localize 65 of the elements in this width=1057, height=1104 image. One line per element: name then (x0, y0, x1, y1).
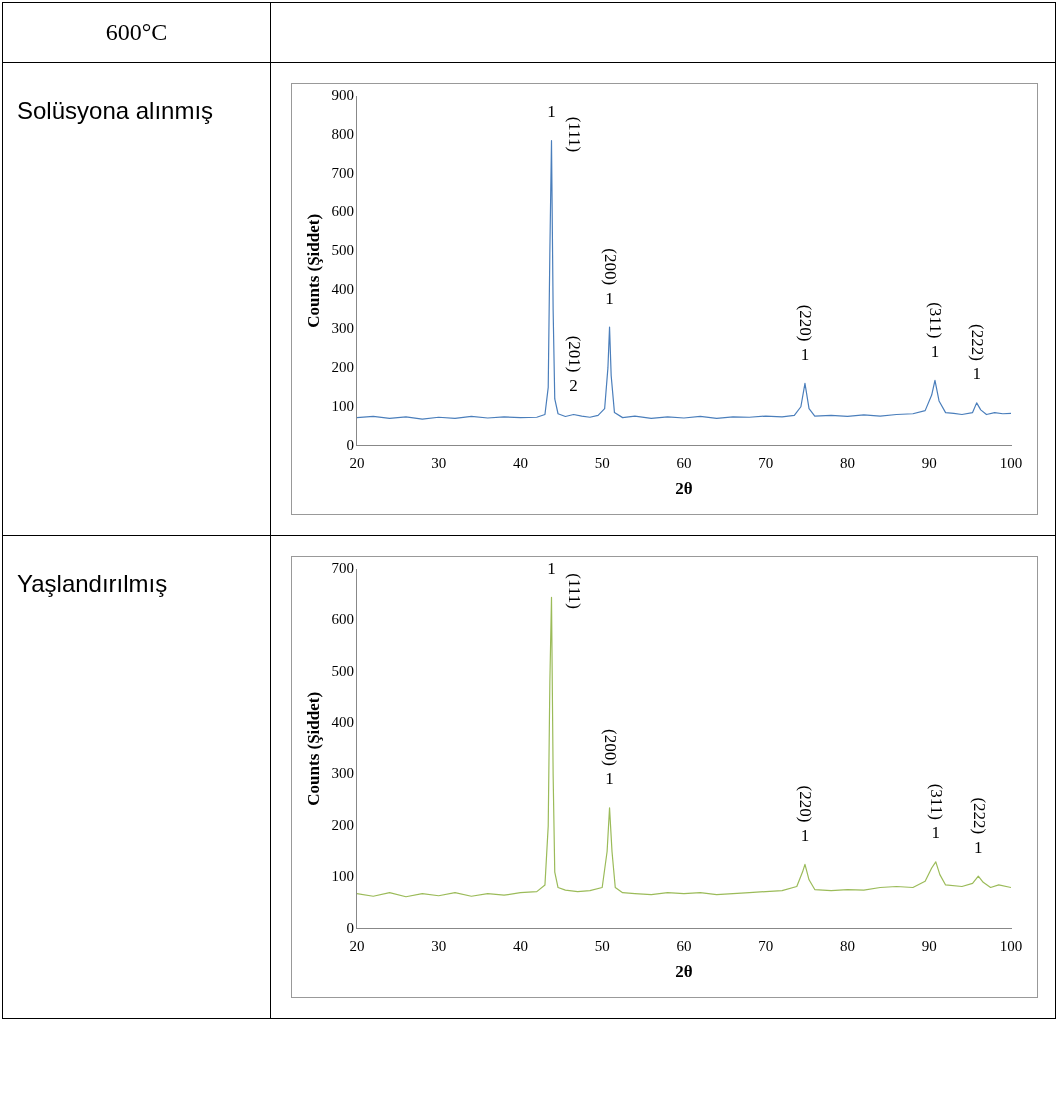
annotation: 1 (800, 825, 810, 845)
text: Yaşlandırılmış (3, 536, 271, 1019)
y-tick-label: 500 (331, 662, 354, 679)
y-tick-label: 800 (331, 125, 354, 142)
x-tick-label: 20 (349, 937, 365, 954)
x-tick-label: 50 (594, 937, 610, 954)
annotation: (222) (968, 324, 988, 361)
annotation: 1 (605, 769, 614, 789)
annotation: (201) (565, 335, 585, 373)
x-tick-label: 100 (999, 454, 1023, 471)
x-tick-label: 100 (999, 937, 1023, 954)
y-tick-label: 0 (346, 919, 354, 936)
y-tick-label: 300 (331, 765, 354, 782)
annotation: (200) (601, 729, 621, 766)
y-axis-title: Counts (Şiddet) (303, 213, 323, 328)
y-tick-label: 200 (331, 816, 354, 833)
x-tick-label: 30 (431, 454, 447, 471)
x-tick-label: 60 (676, 454, 692, 471)
annotation: (220) (796, 785, 816, 823)
y-tick-label: 600 (331, 203, 354, 220)
annotation: 1 (931, 823, 941, 843)
y-tick-label: 700 (331, 559, 354, 576)
x-tick-label: 40 (512, 937, 528, 954)
x-tick-label: 90 (921, 937, 937, 954)
text: Solüsyona alınmış (3, 63, 271, 536)
x-tick-label: 40 (512, 454, 528, 471)
annotation: (220) (796, 304, 816, 342)
y-tick-label: 500 (331, 242, 354, 259)
annotation: 1 (972, 364, 981, 384)
annotation: 1 (974, 837, 983, 857)
y-axis-title: Counts (Şiddet) (303, 691, 323, 806)
x-tick-label: 60 (676, 937, 692, 954)
x-tick-label: 30 (431, 937, 447, 954)
x-tick-label: 70 (758, 454, 774, 471)
text: 600°C (3, 3, 271, 63)
annotation: (311) (927, 783, 947, 820)
annotation: 1 (800, 344, 810, 364)
x-tick-label: 80 (839, 937, 855, 954)
x-tick-label: 70 (758, 937, 774, 954)
annotation: (111) (565, 573, 585, 609)
annotation: 2 (569, 375, 578, 395)
annotation: 1 (547, 102, 556, 122)
annotation: 1 (547, 558, 556, 578)
x-axis-title: 2θ (675, 479, 693, 499)
annotation: (311) (926, 302, 946, 339)
x-tick-label: 80 (839, 454, 855, 471)
x-tick-label: 50 (594, 454, 610, 471)
y-tick-label: 600 (331, 611, 354, 628)
annotation: (111) (565, 116, 585, 153)
x-tick-label: 90 (921, 454, 937, 471)
y-tick-label: 0 (346, 436, 354, 453)
y-tick-label: 100 (331, 397, 354, 414)
annotation: (222) (969, 797, 989, 835)
y-tick-label: 400 (331, 281, 354, 298)
y-tick-label: 400 (331, 714, 354, 731)
y-tick-label: 700 (331, 164, 354, 181)
y-tick-label: 100 (331, 868, 354, 885)
x-tick-label: 20 (349, 454, 365, 471)
annotation: 1 (605, 288, 614, 308)
y-tick-label: 200 (331, 358, 354, 375)
y-tick-label: 900 (331, 86, 354, 103)
x-axis-title: 2θ (675, 962, 693, 982)
annotation: 1 (930, 341, 940, 361)
annotation: (200) (601, 248, 621, 286)
y-tick-label: 300 (331, 320, 354, 336)
